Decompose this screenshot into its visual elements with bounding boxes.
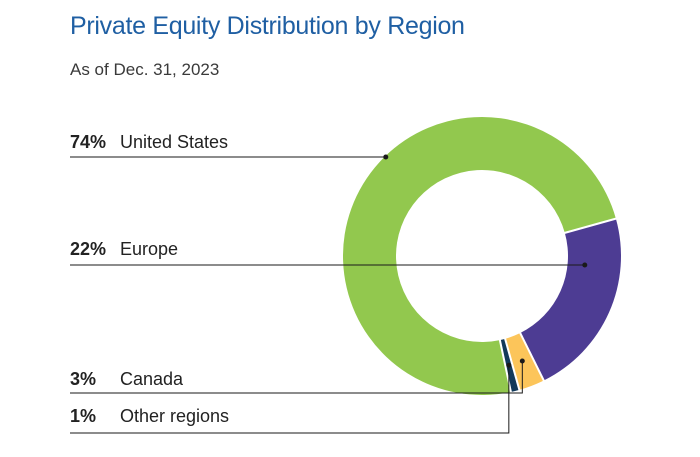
leader-dot-europe xyxy=(582,262,588,268)
leader-line-other-regions xyxy=(70,365,510,434)
chart-title: Private Equity Distribution by Region xyxy=(70,12,465,40)
slice-separator xyxy=(518,331,546,382)
slice-united-states xyxy=(343,117,616,395)
slice-label-other-regions: Other regions xyxy=(120,406,229,426)
slice-value-europe: 22% xyxy=(70,239,106,259)
slice-label-europe: Europe xyxy=(120,239,178,259)
slice-separator xyxy=(503,337,521,392)
slice-labels: 74% United States 22% Europe 3% Canada 1% Other… xyxy=(70,132,588,434)
leader-line-canada xyxy=(70,361,523,394)
leader-dot-united-states xyxy=(383,154,389,160)
slice-label-canada: Canada xyxy=(120,369,184,389)
leader-dot-canada xyxy=(519,358,525,364)
slice-value-other-regions: 1% xyxy=(70,406,96,426)
slice-value-canada: 3% xyxy=(70,369,96,389)
chart-subtitle: As of Dec. 31, 2023 xyxy=(70,60,220,79)
slice-europe xyxy=(520,218,621,381)
slice-value-united-states: 74% xyxy=(70,132,106,152)
donut-slices xyxy=(343,117,621,395)
slice-label-united-states: United States xyxy=(120,132,228,152)
leader-dot-other-regions xyxy=(506,362,512,368)
slice-separator xyxy=(563,217,618,235)
